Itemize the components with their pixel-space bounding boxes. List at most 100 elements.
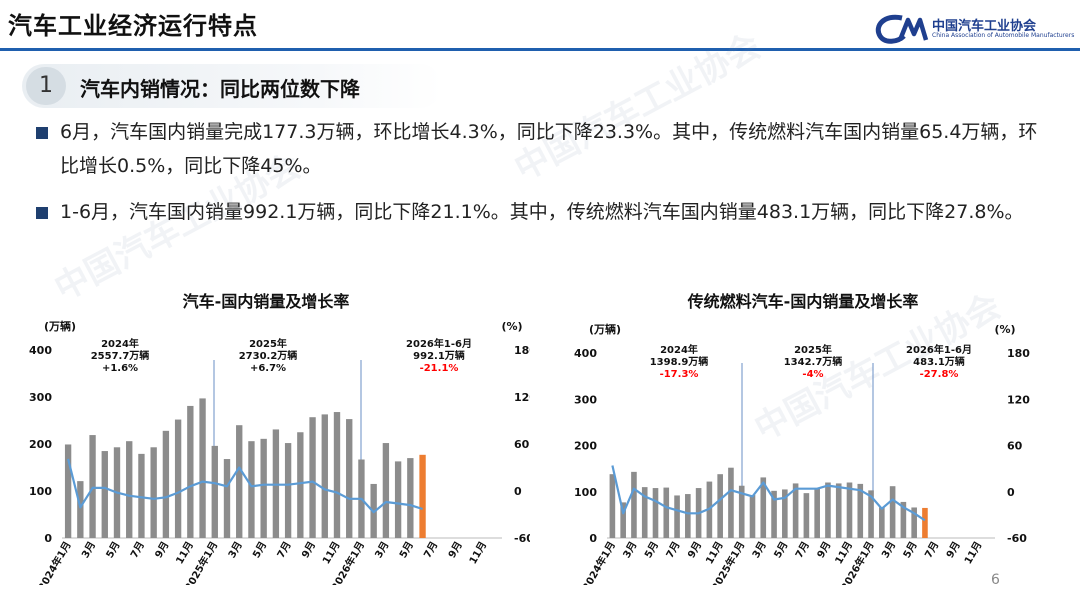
y2-tick-label: 0 [1007, 486, 1015, 499]
y-axis-unit: (万辆) [589, 322, 621, 336]
bar [284, 443, 292, 538]
bullet-text: 1-6月，汽车国内销量992.1万辆，同比下降21.1%。其中，传统燃料汽车国内… [60, 201, 1024, 223]
bar [101, 451, 108, 538]
bar [857, 483, 864, 538]
annotation-label: 1398.9万辆 [650, 355, 709, 368]
bullet-text: 6月，汽车国内销量完成177.3万辆，环比增长4.3%，同比下降23.3%。其中… [60, 121, 1038, 177]
x-tick-label: 5月 [772, 540, 791, 561]
x-tick-label: 11月 [703, 540, 725, 567]
chart-fuel-domestic-sales: 传统燃料汽车-国内销量及增长率 (万辆) (%) 0 100 200 300 400 -60 0 6… [574, 292, 1030, 585]
chart-title: 传统燃料汽车-国内销量及增长率 [687, 292, 919, 311]
bar [825, 482, 831, 538]
bar [674, 495, 680, 538]
y2-tick-label: 60 [514, 438, 530, 451]
section-number: 1 [39, 73, 53, 98]
bar [835, 483, 842, 538]
x-tick-label: 2024年1月 [579, 539, 618, 585]
bar [792, 483, 799, 538]
bullet-item: 1-6月，汽车国内销量992.1万辆，同比下降21.1%。其中，传统燃料汽车国内… [36, 195, 1056, 229]
y-tick-label: 200 [574, 440, 597, 453]
x-tick-label: 3月 [79, 540, 98, 561]
bar [685, 494, 691, 538]
x-tick-label: 9月 [299, 540, 318, 561]
annotation-label: 2024年 [660, 343, 698, 356]
annotation-label: -4% [802, 369, 823, 380]
bar [631, 471, 637, 538]
bar [162, 430, 170, 538]
y2-tick-label: 180 [514, 344, 530, 357]
bar [641, 487, 648, 538]
annotation-label: -27.8% [920, 369, 959, 380]
chart-total-domestic-sales: 汽车-国内销量及增长率 (万辆) (%) 0 100 200 300 400 -60 0 60 120… [29, 292, 530, 585]
y-axis-unit: (万辆) [44, 319, 76, 333]
x-tick-label: 7月 [128, 540, 147, 561]
bullet-square-icon [36, 127, 48, 139]
section-number-badge [26, 67, 66, 105]
x-tick-label: 2024年1月 [35, 539, 74, 585]
x-tick-label: 11月 [174, 540, 196, 567]
x-tick-label: 3月 [373, 540, 392, 561]
bar [889, 486, 896, 538]
growth-rate-line [67, 458, 423, 514]
y-tick-label: 100 [29, 485, 52, 498]
y-tick-label: 400 [574, 347, 597, 360]
x-tick-label: 7月 [421, 540, 440, 561]
growth-rate-line [611, 465, 926, 522]
x-tick-label: 11月 [320, 540, 342, 567]
annotation-label: 2557.7万辆 [91, 349, 150, 362]
annotation-label: 1342.7万辆 [784, 355, 843, 368]
x-tick-label: 5月 [901, 540, 920, 561]
x-tick-label: 3月 [750, 540, 769, 561]
bar [419, 454, 426, 538]
bar [728, 467, 734, 538]
bar [868, 490, 874, 538]
x-tick-label: 11月 [833, 540, 855, 567]
y2-tick-label: -60 [1007, 532, 1027, 545]
bar [223, 459, 231, 538]
bar [321, 414, 328, 538]
y2-tick-label: 120 [1007, 393, 1030, 406]
y-tick-label: 0 [589, 532, 597, 545]
annotation-label: +1.6% [102, 363, 138, 374]
bar [199, 398, 206, 538]
bar [333, 412, 341, 538]
bar [771, 490, 777, 538]
bar [760, 477, 767, 538]
bar [297, 432, 304, 538]
bar [89, 435, 96, 538]
annotation-label: -17.3% [660, 369, 699, 380]
chart-title: 汽车-国内销量及增长率 [183, 292, 350, 311]
bar [814, 488, 820, 538]
annotation-label: 2025年 [794, 343, 832, 356]
bar [138, 453, 145, 538]
bar [211, 445, 218, 538]
bar [346, 419, 353, 538]
x-tick-label: 5月 [397, 540, 416, 561]
bar [394, 461, 402, 538]
y2-tick-label: 180 [1007, 347, 1030, 360]
x-tick-label: 5月 [642, 540, 661, 561]
x-tick-label: 9月 [685, 540, 704, 561]
caam-logo-icon [875, 14, 929, 44]
logo-name: 中国汽车工业协会 [932, 19, 1037, 34]
section-title: 汽车内销情况：同比两位数下降 [80, 77, 360, 101]
bar [64, 444, 72, 538]
x-tick-label: 9月 [446, 540, 465, 561]
x-tick-label: 11月 [467, 540, 489, 567]
x-tick-label: 5月 [250, 540, 269, 561]
annotation-label: -21.1% [420, 363, 459, 374]
bar [77, 481, 84, 538]
x-tick-label: 3月 [621, 540, 640, 561]
bullet-item: 6月，汽车国内销量完成177.3万辆，环比增长4.3%，同比下降23.3%。其中… [36, 115, 1056, 183]
x-tick-label: 3月 [879, 540, 898, 561]
bar [922, 507, 928, 538]
annotation-label: 2026年1-6月 [906, 343, 972, 356]
bar [846, 482, 853, 538]
x-tick-label: 7月 [664, 540, 683, 561]
y2-axis-unit: (%) [501, 320, 522, 333]
x-tick-label: 9月 [944, 540, 963, 561]
header: 汽车工业经济运行特点 中国汽车工业协会 China Association of… [0, 0, 1080, 51]
bar [738, 485, 745, 538]
bar [236, 425, 243, 538]
bar [309, 417, 316, 538]
